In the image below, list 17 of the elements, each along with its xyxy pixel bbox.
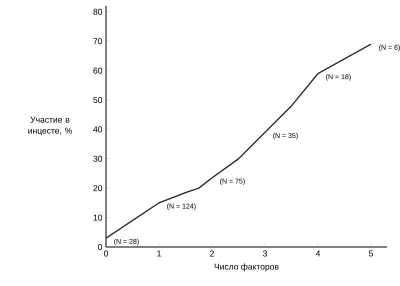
x-tick-label: 5 [368,250,374,256]
x-tick-label: 3 [262,250,267,257]
y-tick-label: 10 [94,214,102,221]
y-tick-label: 60 [93,68,102,74]
x-axis-title: Число факторов [214,263,278,272]
x-tick-label: 2 [210,250,214,256]
y-tick-label: 80 [93,8,102,15]
x-tick-label: 0 [104,250,108,257]
y-tick-label: 70 [93,38,102,44]
x-tick-label: 1 [157,250,161,256]
y-tick-label: 0 [98,244,102,250]
x-tick-label: 4 [316,250,320,256]
y-tick-label: 40 [93,126,102,132]
y-tick-label: 20 [93,185,102,192]
y-axis-title: Участие в инцесте, % [28,116,72,136]
y-tick-label: 30 [93,156,102,162]
y-tick-label: 50 [93,96,102,103]
